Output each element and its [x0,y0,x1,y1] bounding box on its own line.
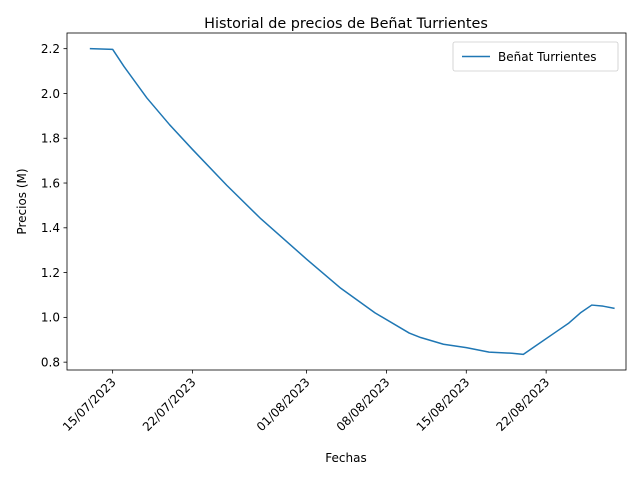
y-tick-label: 1.4 [41,221,60,235]
y-tick-label: 1.0 [41,311,60,325]
y-axis-label: Precios (M) [15,168,29,234]
y-tick-label: 2.0 [41,87,60,101]
y-tick-label: 2.2 [41,42,60,56]
x-axis-label: Fechas [325,451,366,465]
series-line [89,47,615,356]
chart-title: Historial de precios de Beñat Turrientes [204,16,488,32]
legend-label: Beñat Turrientes [498,50,597,64]
legend: Beñat Turrientes [452,41,619,72]
y-axis-ticks: 0.8 1.0 1.2 1.4 1.6 1.8 2.0 2.2 [41,42,67,369]
y-tick-label: 1.8 [41,132,60,146]
y-tick-label: 1.2 [41,266,60,280]
y-tick-label: 0.8 [41,355,60,369]
legend-box [452,41,619,72]
y-tick-label: 1.6 [41,176,60,190]
axes-frame [66,32,627,371]
